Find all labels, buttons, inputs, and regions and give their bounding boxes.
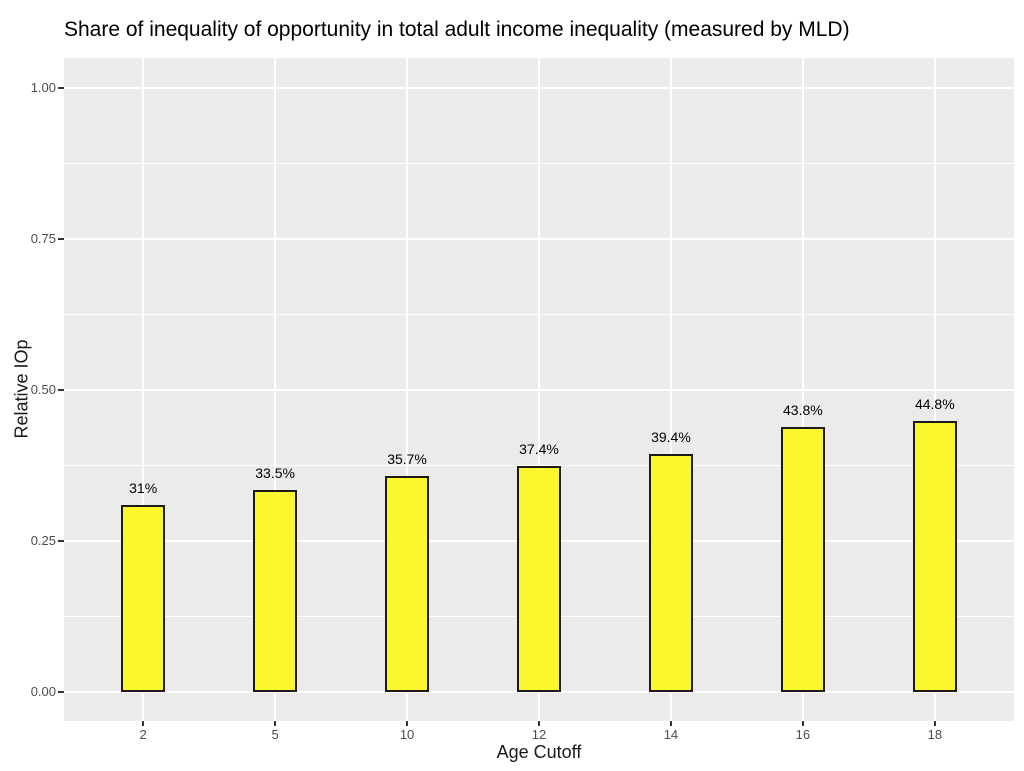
- x-axis-tick-mark: [142, 721, 145, 726]
- x-tick-label: 5: [271, 727, 279, 742]
- bar: [121, 505, 166, 692]
- y-tick-label: 0.25: [30, 533, 56, 548]
- x-axis-tick-mark: [933, 721, 936, 726]
- x-axis-tick-mark: [406, 721, 409, 726]
- x-tick-label: 16: [795, 727, 811, 742]
- x-tick-label: 10: [399, 727, 415, 742]
- x-axis-title: Age Cutoff: [496, 742, 582, 762]
- major-gridline-v: [801, 58, 804, 721]
- y-tick-label: 0.00: [30, 684, 56, 699]
- major-gridline-v: [406, 58, 409, 721]
- x-axis-tick-mark: [801, 721, 804, 726]
- y-tick-label: 1.00: [30, 80, 56, 95]
- y-tick-label: 0.75: [30, 231, 56, 246]
- bar: [780, 427, 825, 692]
- bar: [912, 421, 957, 692]
- y-axis-tick-mark: [58, 87, 64, 89]
- bar-value-label: 44.8%: [914, 396, 955, 412]
- bar-value-label: 35.7%: [387, 451, 427, 467]
- x-axis-tick-mark: [669, 721, 672, 726]
- y-axis-tick-mark: [58, 540, 64, 542]
- bar: [385, 476, 430, 692]
- major-gridline-v: [933, 58, 936, 721]
- major-gridline-v: [538, 58, 540, 721]
- y-axis-tick-mark: [58, 389, 64, 391]
- x-tick-label: 14: [663, 727, 679, 742]
- bar-value-label: 43.8%: [783, 402, 823, 418]
- bar-value-label: 33.5%: [255, 465, 295, 481]
- plot-panel: 0.00 0.25 0.50 0.75 1.00 31% 2 33.5% 5 35.7% 10 37.…: [31, 58, 1014, 742]
- y-axis-tick-mark: [58, 691, 64, 693]
- x-tick-label: 12: [531, 727, 547, 742]
- bar-value-label: 31%: [129, 480, 158, 496]
- y-axis-tick-mark: [58, 238, 64, 240]
- x-axis-tick-mark: [274, 721, 277, 726]
- major-gridline-v: [669, 58, 672, 721]
- major-gridline-v: [274, 58, 277, 721]
- bar: [253, 490, 298, 692]
- bar: [648, 454, 693, 692]
- x-tick-label: 2: [139, 727, 147, 742]
- major-gridline-v: [142, 58, 145, 721]
- x-axis-tick-mark: [538, 721, 540, 726]
- chart-title: Share of inequality of opportunity in to…: [64, 18, 850, 41]
- y-tick-label: 0.50: [30, 382, 56, 397]
- x-tick-label: 18: [927, 727, 943, 742]
- bar-value-label: 39.4%: [651, 429, 691, 445]
- bar-value-label: 37.4%: [519, 441, 559, 457]
- bar: [517, 466, 561, 692]
